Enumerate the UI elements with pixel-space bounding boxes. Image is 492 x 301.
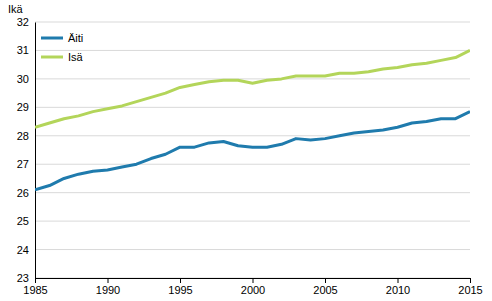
y-axis-title: Ikä: [8, 3, 24, 15]
x-tick: 1985: [23, 278, 47, 296]
grid-line: [35, 107, 470, 108]
x-tick: 1990: [96, 278, 120, 296]
x-tick-label: 1990: [96, 284, 120, 296]
legend-label: Isä: [68, 51, 84, 63]
x-tick-label: 2015: [458, 284, 482, 296]
grid-line: [35, 192, 470, 193]
grid-line: [35, 249, 470, 250]
x-tick-label: 1995: [168, 284, 192, 296]
y-tick: 28: [17, 130, 35, 142]
x-tick-mark: [398, 278, 399, 283]
y-tick: 32: [17, 16, 35, 28]
y-tick-label: 27: [17, 158, 29, 170]
grid: [35, 22, 470, 278]
y-tick-label: 30: [17, 73, 29, 85]
y-tick: 30: [17, 73, 35, 85]
grid-line: [35, 164, 470, 165]
y-tick-label: 29: [17, 101, 29, 113]
grid-line: [35, 135, 470, 136]
x-tick: 2010: [386, 278, 410, 296]
y-tick-label: 32: [17, 16, 29, 28]
legend-item: Äiti: [41, 32, 83, 44]
legend: Äiti Isä: [41, 32, 84, 63]
x-tick-mark: [108, 278, 109, 283]
y-tick: 24: [17, 244, 35, 256]
y-tick-label: 26: [17, 187, 29, 199]
x-tick: 1995: [168, 278, 192, 296]
x-tick-mark: [35, 278, 36, 283]
grid-line: [35, 50, 470, 51]
y-tick-label: 23: [17, 272, 29, 284]
y-tick: 23: [17, 272, 35, 284]
y-axis: 23 24 25 26 27 28 29 30 31 32: [17, 16, 36, 284]
x-tick-label: 2005: [313, 284, 337, 296]
series-line: [35, 112, 470, 190]
x-tick: 2005: [313, 278, 337, 296]
y-tick: 29: [17, 101, 35, 113]
y-tick-label: 24: [17, 244, 29, 256]
x-tick: 2000: [241, 278, 265, 296]
plot: 23 24 25 26 27 28 29 30 31 32 1985 1990 1995 2000 2005…: [17, 16, 483, 296]
x-tick-mark: [470, 278, 471, 283]
x-tick-mark: [325, 278, 326, 283]
y-tick-label: 31: [17, 44, 29, 56]
y-axis-line: [35, 23, 36, 279]
y-tick-label: 28: [17, 130, 29, 142]
grid-line: [35, 22, 470, 23]
legend-swatch: [41, 56, 63, 59]
y-tick: 26: [17, 187, 35, 199]
legend-swatch: [41, 37, 63, 40]
x-tick-mark: [253, 278, 254, 283]
grid-line: [35, 78, 470, 79]
y-tick: 31: [17, 44, 35, 56]
y-tick-label: 25: [17, 215, 29, 227]
series-line: [35, 50, 470, 127]
x-tick-mark: [180, 278, 181, 283]
y-tick: 25: [17, 215, 35, 227]
x-axis: 1985 1990 1995 2000 2005 2010 2015: [23, 278, 482, 296]
lines: [35, 50, 470, 189]
x-tick-label: 1985: [23, 284, 47, 296]
legend-label: Äiti: [68, 32, 83, 44]
grid-line: [35, 221, 470, 222]
chart-svg: 23 24 25 26 27 28 29 30 31 32 1985 1990 1995 2000 2005…: [0, 0, 492, 301]
x-tick-label: 2000: [241, 284, 265, 296]
x-tick: 2015: [458, 278, 482, 296]
y-tick: 27: [17, 158, 35, 170]
x-tick-label: 2010: [386, 284, 410, 296]
chart-container: 23 24 25 26 27 28 29 30 31 32 1985 1990 1995 2000 2005…: [0, 0, 492, 301]
legend-item: Isä: [41, 51, 84, 63]
